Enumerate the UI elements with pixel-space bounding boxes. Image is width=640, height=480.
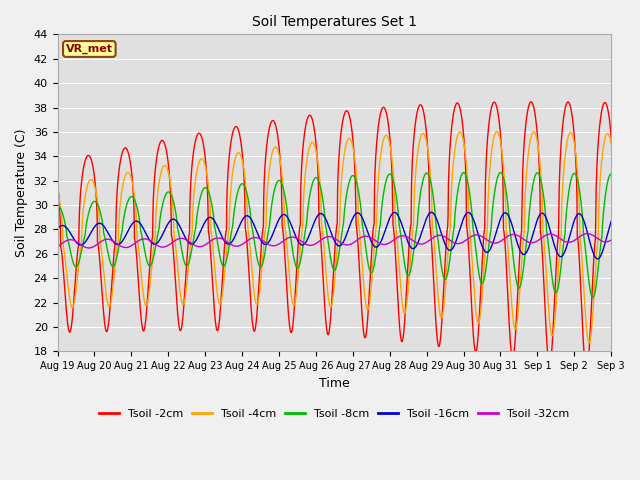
Tsoil -4cm — [493, 129, 500, 134]
Tsoil -2cm — [54, 180, 61, 186]
Line: Tsoil -2cm: Tsoil -2cm — [58, 102, 611, 373]
Tsoil -8cm — [239, 181, 246, 187]
Tsoil -32cm — [607, 237, 615, 243]
Tsoil -4cm — [54, 189, 61, 195]
Tsoil -32cm — [164, 243, 172, 249]
Line: Tsoil -32cm: Tsoil -32cm — [58, 234, 611, 248]
Tsoil -16cm — [177, 225, 184, 231]
Tsoil -2cm — [583, 370, 591, 376]
Y-axis label: Soil Temperature (C): Soil Temperature (C) — [15, 129, 28, 257]
Tsoil -32cm — [177, 236, 185, 241]
Tsoil -32cm — [420, 240, 428, 246]
Tsoil -4cm — [586, 340, 593, 346]
Tsoil -4cm — [607, 142, 615, 147]
Tsoil -16cm — [420, 222, 428, 228]
Tsoil -8cm — [542, 215, 550, 220]
Tsoil -16cm — [54, 226, 61, 232]
Line: Tsoil -4cm: Tsoil -4cm — [58, 132, 611, 343]
Tsoil -8cm — [54, 204, 61, 209]
Tsoil -8cm — [177, 241, 184, 247]
Tsoil -8cm — [493, 179, 500, 184]
Line: Tsoil -8cm: Tsoil -8cm — [58, 173, 611, 298]
Tsoil -32cm — [85, 245, 93, 251]
Tsoil -2cm — [163, 153, 171, 158]
Tsoil -16cm — [163, 222, 171, 228]
Tsoil -4cm — [239, 159, 246, 165]
Tsoil -32cm — [584, 231, 591, 237]
Tsoil -16cm — [428, 209, 435, 215]
Tsoil -4cm — [542, 263, 550, 269]
Legend: Tsoil -2cm, Tsoil -4cm, Tsoil -8cm, Tsoil -16cm, Tsoil -32cm: Tsoil -2cm, Tsoil -4cm, Tsoil -8cm, Tsoi… — [95, 405, 574, 423]
Tsoil -32cm — [542, 232, 550, 238]
Tsoil -16cm — [594, 256, 602, 262]
Tsoil -8cm — [163, 190, 171, 195]
Tsoil -8cm — [589, 295, 596, 300]
Tsoil -2cm — [542, 321, 550, 326]
Tsoil -16cm — [542, 214, 550, 220]
Tsoil -2cm — [177, 328, 184, 334]
Tsoil -16cm — [493, 227, 500, 233]
Tsoil -4cm — [177, 294, 184, 300]
Title: Soil Temperatures Set 1: Soil Temperatures Set 1 — [252, 15, 417, 29]
X-axis label: Time: Time — [319, 377, 349, 390]
Tsoil -16cm — [239, 216, 246, 222]
Tsoil -2cm — [527, 99, 535, 105]
Tsoil -2cm — [493, 103, 500, 109]
Tsoil -2cm — [607, 134, 615, 140]
Tsoil -32cm — [54, 244, 61, 250]
Tsoil -32cm — [493, 240, 500, 246]
Tsoil -16cm — [607, 218, 615, 224]
Tsoil -8cm — [497, 170, 504, 176]
Tsoil -4cm — [420, 132, 428, 137]
Tsoil -4cm — [163, 166, 171, 171]
Tsoil -32cm — [239, 241, 247, 247]
Tsoil -8cm — [607, 171, 615, 177]
Tsoil -2cm — [239, 154, 246, 159]
Text: VR_met: VR_met — [66, 44, 113, 54]
Tsoil -4cm — [493, 129, 500, 134]
Tsoil -8cm — [420, 173, 428, 179]
Tsoil -2cm — [420, 112, 428, 118]
Line: Tsoil -16cm: Tsoil -16cm — [58, 212, 611, 259]
